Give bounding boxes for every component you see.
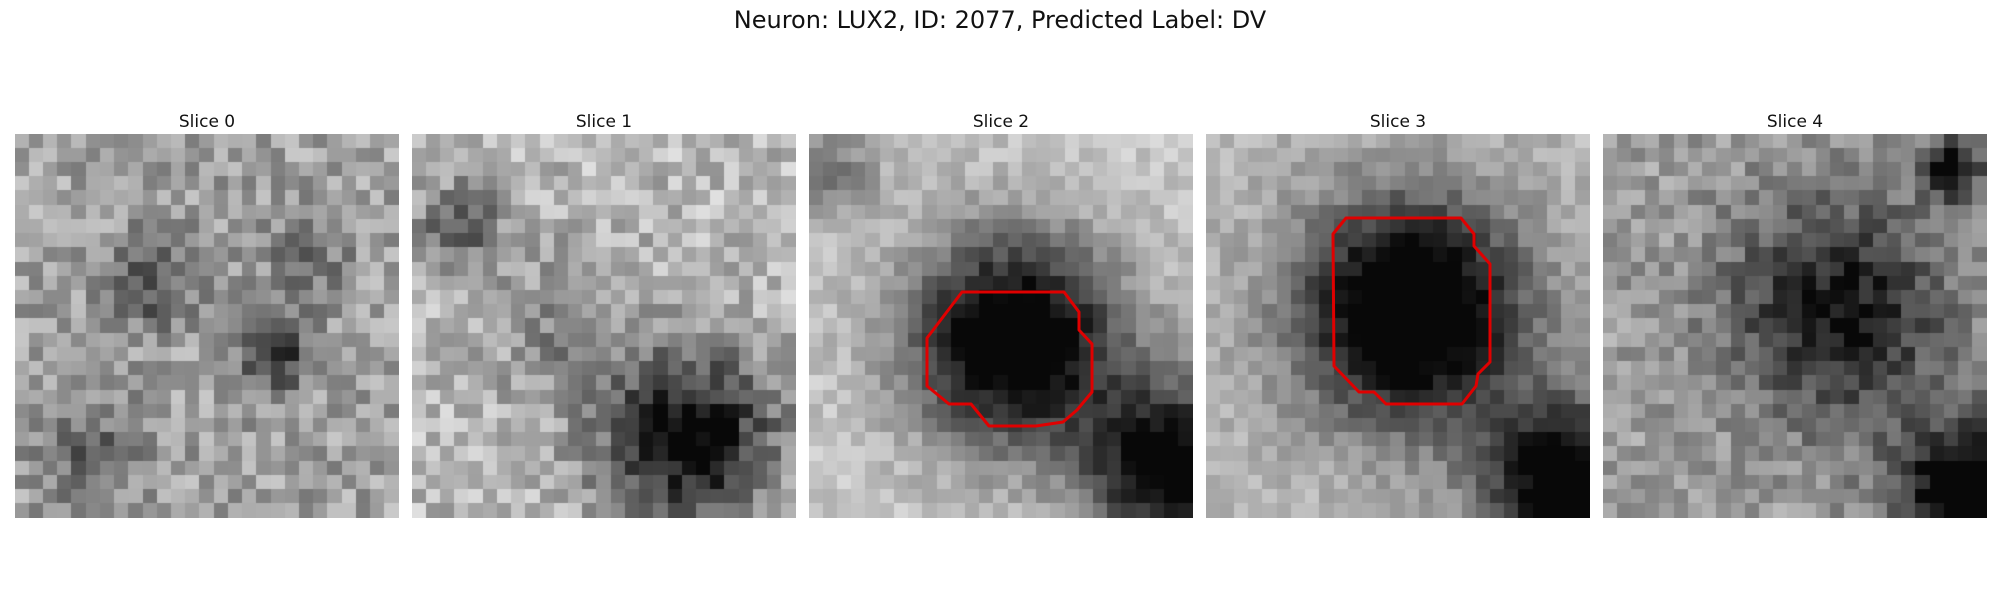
slice-title: Slice 0 xyxy=(178,112,236,132)
roi-contour xyxy=(925,290,1094,428)
slice-panel-3: Slice 3 xyxy=(1206,110,1590,518)
slice-title: Slice 4 xyxy=(1766,112,1824,132)
slice-title: Slice 1 xyxy=(575,112,633,132)
slice-image xyxy=(15,134,399,518)
contour-overlay xyxy=(925,290,1094,428)
slice-panel-2: Slice 2 xyxy=(809,110,1193,518)
slice-title: Slice 2 xyxy=(972,112,1030,132)
slice-image xyxy=(1206,134,1590,518)
slice-title: Slice 3 xyxy=(1369,112,1427,132)
slice-panel-0: Slice 0 xyxy=(15,110,399,518)
slice-image xyxy=(809,134,1193,518)
slice-panel-4: Slice 4 xyxy=(1603,110,1987,518)
roi-contour xyxy=(1331,216,1492,406)
contour-overlay xyxy=(1331,216,1492,406)
figure-title: Neuron: LUX2, ID: 2077, Predicted Label:… xyxy=(733,6,1267,34)
slice-panel-1: Slice 1 xyxy=(412,110,796,518)
slice-image xyxy=(412,134,796,518)
slice-image xyxy=(1603,134,1987,518)
